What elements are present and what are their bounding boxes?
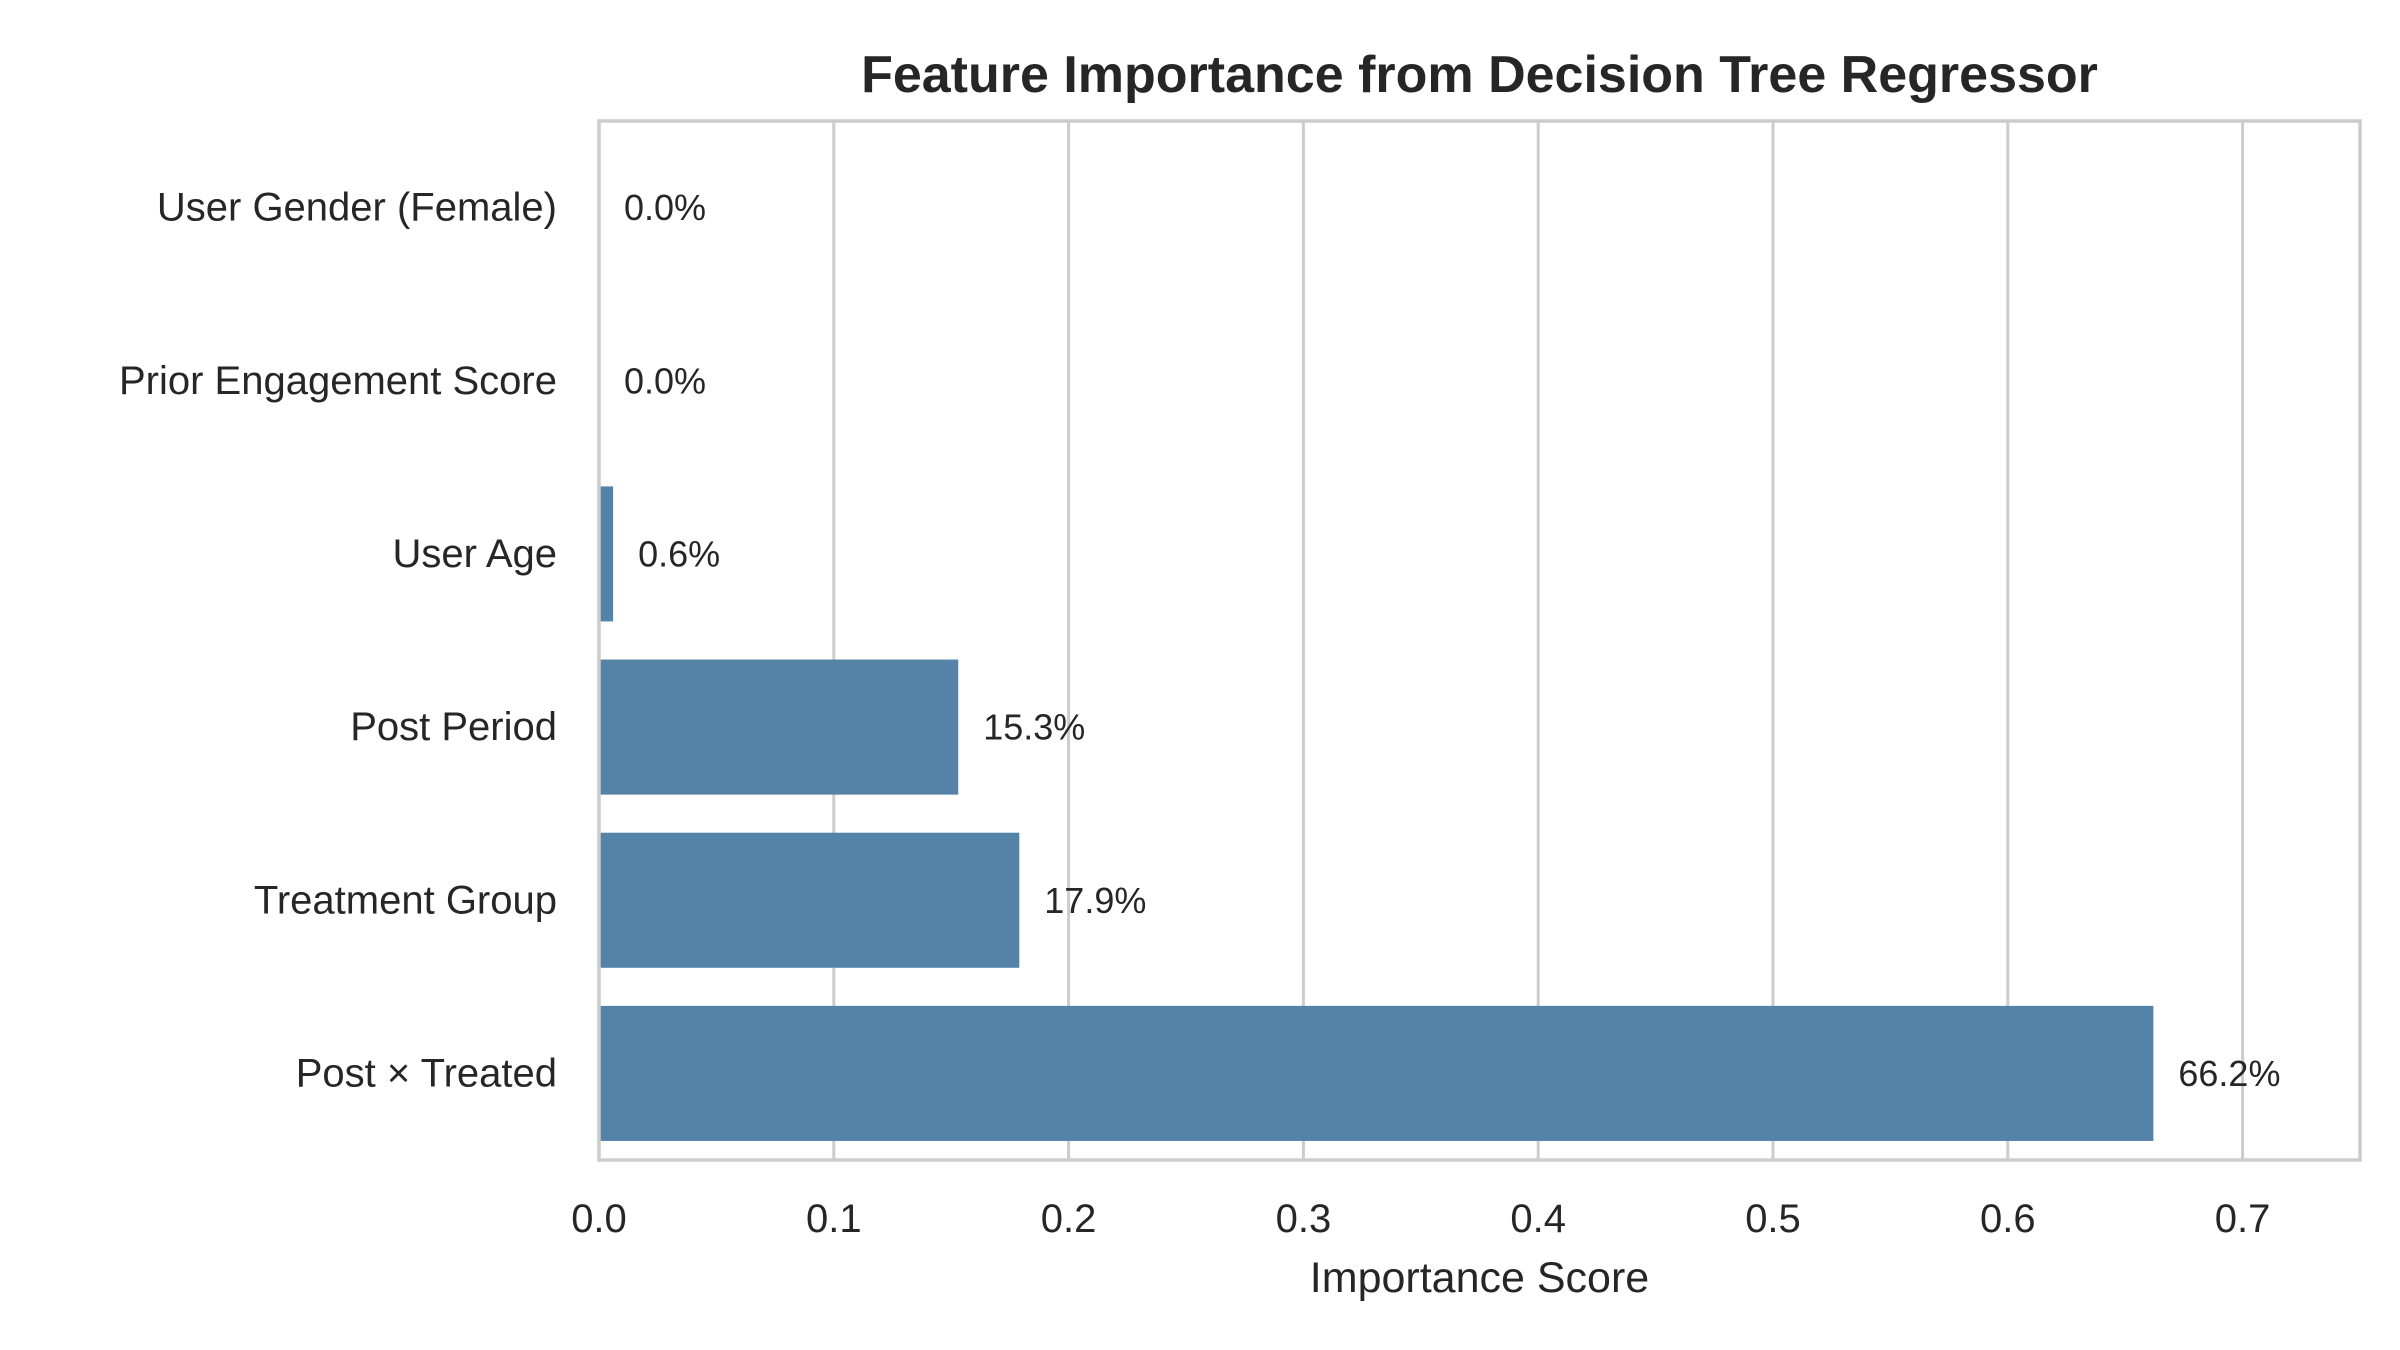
bar [599,1005,2154,1141]
data-label: 66.2% [2178,1053,2280,1094]
x-tick-label: 0.0 [571,1197,627,1241]
data-label: 0.0% [624,187,706,228]
x-tick-label: 0.1 [806,1197,862,1241]
x-tick-label: 0.3 [1276,1197,1332,1241]
chart-title: Feature Importance from Decision Tree Re… [861,46,2098,104]
y-tick-label: Treatment Group [254,878,557,922]
y-tick-label: Post Period [350,705,557,749]
grid-layer [597,121,2245,1160]
data-label: 0.6% [638,533,720,574]
data-label: 15.3% [983,707,1085,748]
data-labels: 0.0% 0.0% 0.6% 15.3% 17.9% 66.2% [624,187,2280,1094]
data-label: 0.0% [624,360,706,401]
data-label: 17.9% [1044,880,1146,921]
y-tick-label: User Age [392,532,557,576]
x-tick-labels: 0.0 0.1 0.2 0.3 0.4 0.5 0.6 0.7 [571,1197,2270,1241]
bar [599,832,1020,968]
x-tick-label: 0.5 [1745,1197,1801,1241]
x-tick-label: 0.6 [1980,1197,2036,1241]
x-tick-label: 0.4 [1510,1197,1566,1241]
bar-layer [599,486,2154,1141]
bar [599,486,614,622]
x-axis-label: Importance Score [1310,1254,1649,1302]
y-tick-label: Prior Engagement Score [119,359,557,403]
y-tick-label: Post × Treated [296,1051,557,1095]
y-tick-labels: User Gender (Female) Prior Engagement Sco… [119,186,557,1096]
y-tick-label: User Gender (Female) [157,186,557,230]
x-tick-label: 0.7 [2215,1197,2271,1241]
x-tick-label: 0.2 [1041,1197,1097,1241]
plot-frame [597,119,2362,1162]
bar [599,659,959,795]
